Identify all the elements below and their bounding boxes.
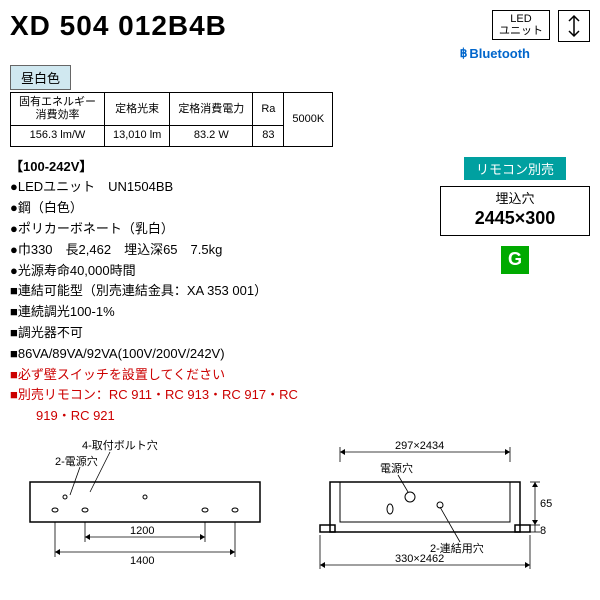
spec-line: ■調光器不可: [10, 323, 440, 344]
spec-kelvin: 5000K: [284, 93, 333, 147]
diagrams-row: 4-取付ボルト穴 2-電源穴 1200: [10, 437, 590, 577]
spec-table: 固有エネルギー消費効率 定格光束 定格消費電力 Ra 5000K 156.3 l…: [10, 92, 333, 147]
spec-th-lumen: 定格光束: [105, 93, 170, 126]
led-unit-line1: LED: [499, 13, 543, 25]
spec-line: ●光源寿命40,000時間: [10, 261, 440, 282]
dim-65: 65: [540, 498, 552, 510]
header-row: XD 504 012B4B LED ユニット: [10, 10, 590, 42]
diagram-right-svg: 297×2434 電源穴 2-連結用穴 65: [310, 437, 570, 577]
diagram-left: 4-取付ボルト穴 2-電源穴 1200: [10, 437, 280, 577]
spec-line: ■86VA/89VA/92VA(100V/200V/242V): [10, 344, 440, 365]
bluetooth-row: ฿ Bluetooth: [10, 46, 530, 61]
diagram-left-svg: 4-取付ボルト穴 2-電源穴 1200: [10, 437, 280, 577]
main-content-row: 【100-242V】 ●LEDユニット UN1504BB ●鋼（白色） ●ポリカ…: [10, 157, 590, 427]
spec-line-red: 919・RC 921: [10, 406, 440, 427]
led-unit-line2: ユニット: [499, 25, 543, 37]
spec-line-red: ■別売リモコン：RC 911・RC 913・RC 917・RC: [10, 385, 440, 406]
spec-line: ●巾330 長2,462 埋込深65 7.5kg: [10, 240, 440, 261]
spec-line: ●LEDユニット UN1504BB: [10, 177, 440, 198]
spec-line: ●ポリカーボネート（乳白）: [10, 219, 440, 240]
bluetooth-icon: ฿: [460, 46, 468, 61]
spec-val-ra: 83: [253, 126, 284, 146]
cutout-box: 埋込穴 2445×300: [440, 186, 590, 236]
spec-line: ■連続調光100-1%: [10, 302, 440, 323]
cutout-label: 埋込穴: [449, 191, 581, 208]
led-unit-badge: LED ユニット: [492, 10, 550, 40]
spec-th-power: 定格消費電力: [170, 93, 253, 126]
voltage-header: 【100-242V】: [10, 157, 440, 178]
right-column: リモコン別売 埋込穴 2445×300 G: [440, 157, 590, 274]
arrow-badge: [558, 10, 590, 42]
spec-val-lumen: 13,010 lm: [105, 126, 170, 146]
dim-1200: 1200: [130, 525, 154, 537]
bluetooth-label: Bluetooth: [469, 46, 530, 61]
spec-list: 【100-242V】 ●LEDユニット UN1504BB ●鋼（白色） ●ポリカ…: [10, 157, 440, 427]
dim-bottom: 330×2462: [395, 553, 444, 565]
spec-th-efficiency: 固有エネルギー消費効率: [11, 93, 105, 126]
diagram-right: 297×2434 電源穴 2-連結用穴 65: [310, 437, 570, 577]
spec-val-power: 83.2 W: [170, 126, 253, 146]
spec-line: ■連結可能型（別売連結金具：XA 353 001）: [10, 281, 440, 302]
dim-1400: 1400: [130, 555, 154, 567]
label-bolt-holes: 4-取付ボルト穴: [82, 438, 158, 452]
remote-badge: リモコン別売: [464, 157, 566, 180]
dim-8: 8: [540, 525, 546, 537]
label-power-holes: 2-電源穴: [55, 454, 98, 468]
color-type-badge: 昼白色: [10, 65, 71, 90]
label-power-hole: 電源穴: [380, 461, 413, 475]
cutout-dim: 2445×300: [449, 207, 581, 230]
model-number: XD 504 012B4B: [10, 10, 227, 42]
spec-line-red: ■必ず壁スイッチを設置してください: [10, 365, 440, 386]
g-badge: G: [501, 246, 529, 274]
spec-th-ra: Ra: [253, 93, 284, 126]
spec-line: ●鋼（白色）: [10, 198, 440, 219]
double-arrow-icon: [565, 13, 583, 39]
spec-val-efficiency: 156.3 lm/W: [11, 126, 105, 146]
dim-top: 297×2434: [395, 440, 444, 452]
